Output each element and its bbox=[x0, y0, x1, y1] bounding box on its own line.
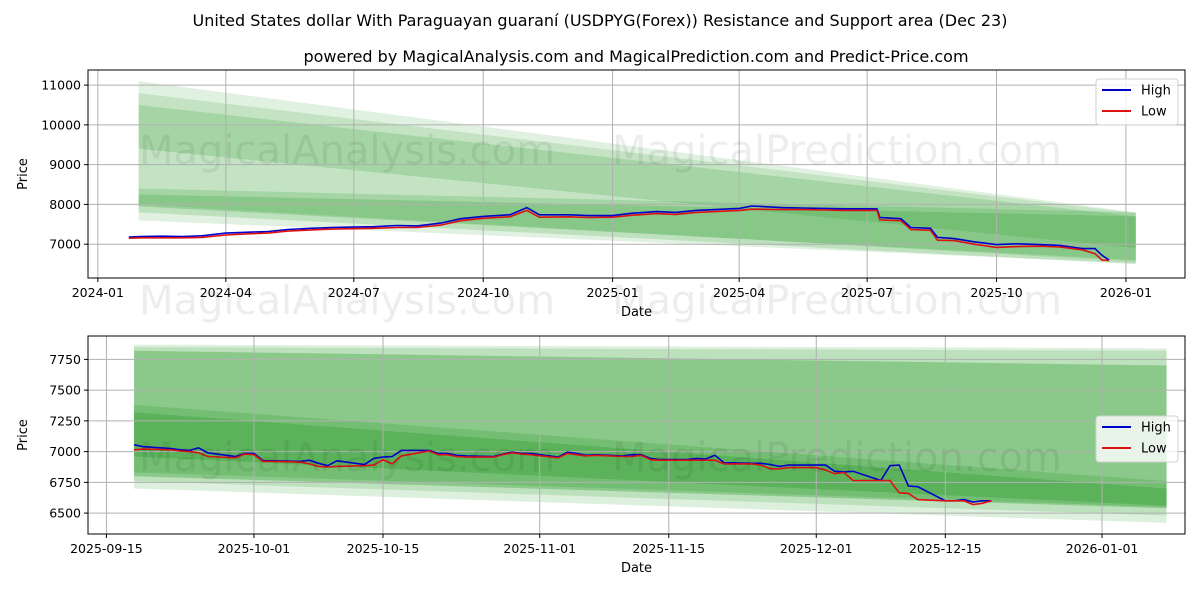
legend: High Low bbox=[1095, 78, 1179, 126]
watermark: MagicalPrediction.com bbox=[612, 128, 1062, 174]
bottom-chart: MagicalAnalysis.com MagicalPrediction.com… bbox=[16, 335, 1186, 576]
watermark: MagicalAnalysis.com bbox=[139, 435, 555, 481]
legend-label: High bbox=[1141, 84, 1171, 99]
x-tick-label: 2025-09-15 bbox=[70, 541, 143, 556]
chart-title: United States dollar With Paraguayan gua… bbox=[193, 11, 1008, 30]
watermark: MagicalPrediction.com bbox=[612, 435, 1062, 481]
x-tick-label: 2026-01 bbox=[1100, 285, 1152, 300]
x-tick-label: 2024-07 bbox=[328, 285, 380, 300]
low-series-line bbox=[128, 208, 1110, 262]
x-tick-label: 2025-01 bbox=[586, 285, 638, 300]
chart-subtitle: powered by MagicalAnalysis.com and Magic… bbox=[303, 47, 968, 66]
x-axis-label: Date bbox=[621, 561, 652, 576]
y-tick-label: 7000 bbox=[49, 237, 81, 252]
high-series-line bbox=[128, 205, 1110, 261]
y-axis-label: Price bbox=[16, 419, 31, 451]
resistance-support-band bbox=[134, 404, 1167, 507]
y-tick-label: 10000 bbox=[41, 117, 81, 132]
low-series-line bbox=[134, 448, 992, 506]
legend-label: Low bbox=[1141, 442, 1167, 457]
plot-area bbox=[88, 70, 1185, 278]
x-tick-label: 2025-11-01 bbox=[503, 541, 576, 556]
x-tick-label: 2025-10 bbox=[970, 285, 1022, 300]
x-tick-label: 2025-10-01 bbox=[218, 541, 291, 556]
y-tick-label: 11000 bbox=[41, 78, 81, 93]
watermark: MagicalPrediction.com bbox=[612, 278, 1062, 324]
x-tick-label: 2025-11-15 bbox=[632, 541, 705, 556]
y-tick-label: 7500 bbox=[49, 383, 81, 398]
x-tick-label: 2024-10 bbox=[457, 285, 509, 300]
y-tick-label: 8000 bbox=[49, 197, 81, 212]
resistance-support-band bbox=[134, 344, 1167, 523]
y-tick-label: 7750 bbox=[49, 352, 81, 367]
top-chart: MagicalAnalysis.com MagicalPrediction.com… bbox=[16, 69, 1186, 324]
y-axis-label: Price bbox=[16, 158, 31, 190]
x-axis-label: Date bbox=[621, 305, 652, 320]
y-tick-label: 7250 bbox=[49, 413, 81, 428]
axes-frame bbox=[87, 335, 1186, 535]
x-tick-label: 2025-04 bbox=[713, 285, 765, 300]
x-tick-label: 2025-12-15 bbox=[909, 541, 982, 556]
watermark: MagicalAnalysis.com bbox=[139, 128, 555, 174]
plot-area bbox=[88, 336, 1185, 534]
x-tick-label: 2025-07 bbox=[841, 285, 893, 300]
watermark: MagicalAnalysis.com bbox=[139, 278, 555, 324]
x-tick-label: 2024-01 bbox=[72, 285, 124, 300]
x-tick-label: 2024-04 bbox=[200, 285, 252, 300]
legend-label: Low bbox=[1141, 105, 1167, 120]
x-tick-label: 2026-01-01 bbox=[1066, 541, 1139, 556]
y-tick-label: 9000 bbox=[49, 157, 81, 172]
resistance-support-band bbox=[138, 104, 1136, 249]
legend: High Low bbox=[1095, 415, 1179, 463]
resistance-support-band bbox=[138, 188, 1136, 265]
y-tick-label: 6750 bbox=[49, 475, 81, 490]
x-tick-label: 2025-10-15 bbox=[347, 541, 420, 556]
y-tick-label: 6500 bbox=[49, 506, 81, 521]
resistance-support-band bbox=[134, 347, 1167, 516]
y-tick-label: 7000 bbox=[49, 444, 81, 459]
x-tick-label: 2025-12-01 bbox=[780, 541, 853, 556]
axes-frame bbox=[87, 69, 1186, 279]
legend-label: High bbox=[1141, 421, 1171, 436]
